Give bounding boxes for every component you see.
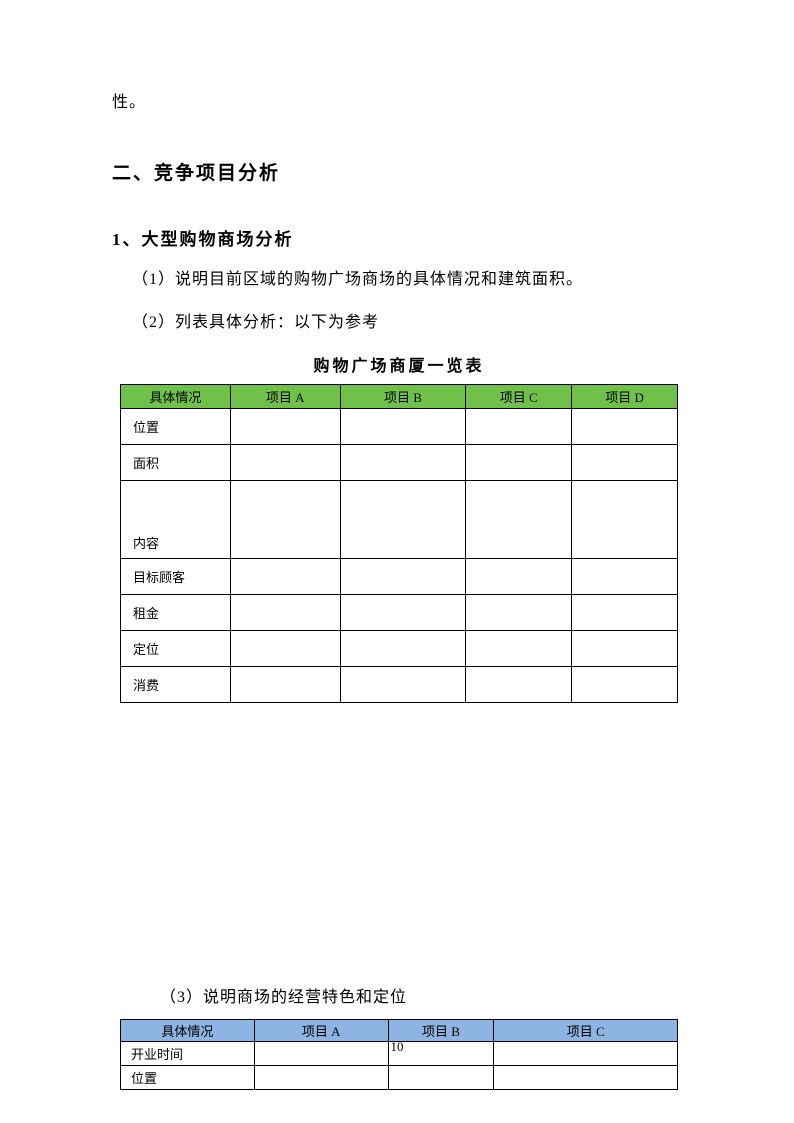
table2-header-cell: 项目 A [254,1019,388,1041]
table-row: 位置 [121,1065,678,1089]
table2-header-cell: 项目 B [388,1019,494,1041]
table-cell: 位置 [121,408,231,444]
page-number: 10 [0,1039,794,1055]
table-cell [230,408,340,444]
table1-header-cell: 项目 B [340,384,466,408]
table-cell [340,666,466,702]
table-cell: 租金 [121,594,231,630]
table1-header-row: 具体情况 项目 A 项目 B 项目 C 项目 D [121,384,678,408]
table-cell [572,630,678,666]
table-cell [230,558,340,594]
table-row: 消费 [121,666,678,702]
table-cell [572,444,678,480]
table-cell [340,594,466,630]
table-cell [466,480,572,558]
table-cell [466,666,572,702]
table-cell [466,630,572,666]
table-cell [572,666,678,702]
table-cell [466,594,572,630]
table-cell [466,444,572,480]
table1: 具体情况 项目 A 项目 B 项目 C 项目 D 位置面积内容目标顾客租金定位消… [120,384,678,703]
sub-heading: 1、大型购物商场分析 [112,225,686,250]
table1-header-cell: 项目 A [230,384,340,408]
table2-header-cell: 具体情况 [121,1019,255,1041]
table-cell: 位置 [121,1065,255,1089]
table-cell [230,666,340,702]
table-cell [340,630,466,666]
table-cell [572,480,678,558]
table1-header-cell: 项目 D [572,384,678,408]
table-cell: 内容 [121,480,231,558]
fragment-text: 性。 [112,88,686,112]
table-cell: 消费 [121,666,231,702]
table-cell [388,1065,494,1089]
table1-title: 购物广场商厦一览表 [112,352,686,376]
table-cell [340,408,466,444]
table-cell [572,594,678,630]
table-row: 位置 [121,408,678,444]
table-cell [340,444,466,480]
table-row: 定位 [121,630,678,666]
table-cell [230,594,340,630]
table-row: 租金 [121,594,678,630]
table-cell [230,630,340,666]
body-line-1: （1）说明目前区域的购物广场商场的具体情况和建筑面积。 [112,266,686,295]
table-row: 目标顾客 [121,558,678,594]
table-row: 面积 [121,444,678,480]
table-cell [254,1065,388,1089]
table-cell: 面积 [121,444,231,480]
table-cell [572,408,678,444]
table-row: 内容 [121,480,678,558]
body-line-2: （2）列表具体分析：以下为参考 [112,309,686,338]
table-cell [340,480,466,558]
table2-header-row: 具体情况 项目 A 项目 B 项目 C [121,1019,678,1041]
table1-header-cell: 具体情况 [121,384,231,408]
table-cell [340,558,466,594]
table1-header-cell: 项目 C [466,384,572,408]
table-cell [466,408,572,444]
table-cell: 定位 [121,630,231,666]
table1-wrapper: 具体情况 项目 A 项目 B 项目 C 项目 D 位置面积内容目标顾客租金定位消… [112,384,686,703]
table-cell [230,480,340,558]
table-cell [494,1065,678,1089]
table-cell [572,558,678,594]
table-cell: 目标顾客 [121,558,231,594]
table2-header-cell: 项目 C [494,1019,678,1041]
section-heading: 二、竞争项目分析 [112,158,686,185]
table-cell [466,558,572,594]
section3-text: （3）说明商场的经营特色和定位 [112,983,686,1007]
table-cell [230,444,340,480]
